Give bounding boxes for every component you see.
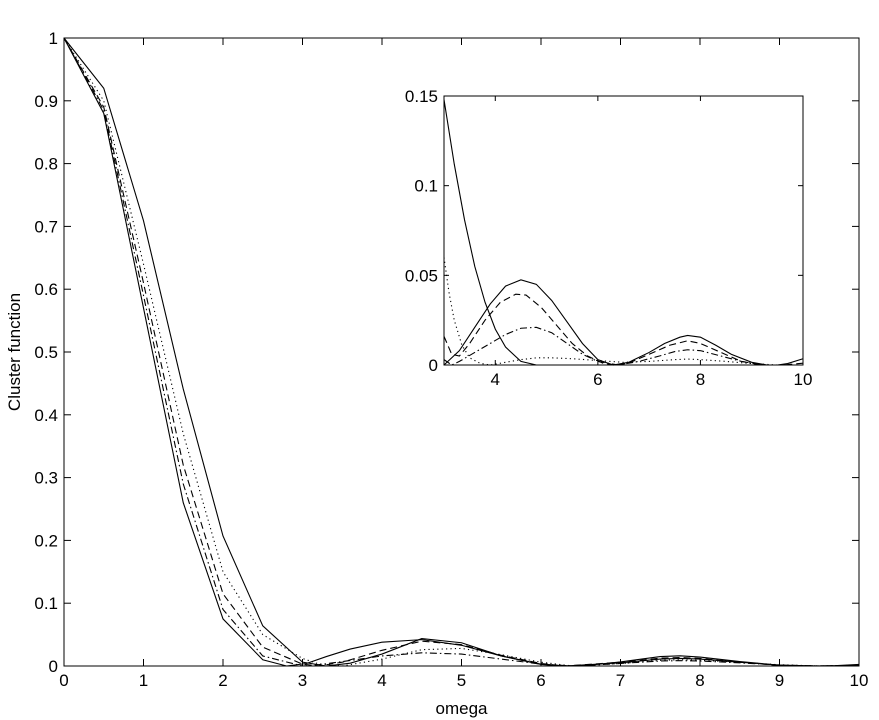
main-y-tick-label: 0.8 (34, 155, 58, 174)
main-series-2-dotted-line (63, 37, 860, 667)
inset-x-tick-label: 4 (491, 370, 500, 389)
inset-y-tick-label: 0 (429, 356, 438, 375)
main-y-tick-label: 0.6 (34, 280, 58, 299)
main-x-tick-label: 0 (59, 671, 68, 690)
main-x-tick-label: 8 (695, 671, 704, 690)
main-plot-frame (63, 37, 860, 667)
main-y-tick-label: 1 (49, 29, 58, 48)
main-y-tick-label: 0.2 (34, 531, 58, 550)
main-y-tick-label: 0.5 (34, 343, 58, 362)
x-axis-label: omega (436, 699, 489, 718)
main-x-tick-label: 3 (298, 671, 307, 690)
inset-series-1-solid-line (443, 279, 804, 366)
inset-plot-frame (443, 95, 804, 366)
inset-x-tick-label: 8 (696, 370, 705, 389)
main-x-tick-label: 4 (377, 671, 386, 690)
main-plot-ticks-group: 0 1 2 3 4 5 6 7 8 9 1000.10.20.30.40.50.60.70.80.9… (34, 29, 868, 690)
main-y-tick-label: 0.9 (34, 92, 58, 111)
inset-plot-ticks-group: 4 6 8 10 0 0.05 0.1 0.15 (405, 87, 813, 389)
inset-plot: 4 6 8 10 0 0.05 0.1 0.15 (405, 87, 813, 389)
main-x-tick-label: 6 (536, 671, 545, 690)
main-series-4-dashdot-line (63, 37, 860, 667)
main-y-tick-label: 0.3 (34, 469, 58, 488)
main-series-5-solid-line (63, 37, 860, 667)
main-plot-series-group (63, 37, 860, 667)
inset-y-tick-label: 0.1 (414, 177, 438, 196)
main-y-tick-label: 0.4 (34, 406, 58, 425)
inset-x-tick-label: 10 (794, 370, 813, 389)
main-x-tick-label: 7 (616, 671, 625, 690)
main-x-tick-label: 2 (218, 671, 227, 690)
inset-plot-background (444, 96, 803, 365)
inset-x-tick-label: 6 (593, 370, 602, 389)
inset-series-5-dotted-line (443, 257, 803, 366)
main-y-tick-label: 0.1 (34, 594, 58, 613)
y-axis-label: Cluster function (5, 293, 24, 411)
inset-y-tick-label: 0.15 (405, 87, 438, 106)
main-x-tick-label: 10 (850, 671, 869, 690)
inset-y-tick-label: 0.05 (405, 266, 438, 285)
main-x-tick-label: 1 (139, 671, 148, 690)
main-y-tick-label: 0.7 (34, 217, 58, 236)
main-y-tick-label: 0 (49, 657, 58, 676)
main-x-tick-label: 9 (775, 671, 784, 690)
main-x-tick-label: 5 (457, 671, 466, 690)
main-series-3-dashed-line (63, 37, 860, 667)
inset-series-3-dashed-line (443, 293, 804, 366)
